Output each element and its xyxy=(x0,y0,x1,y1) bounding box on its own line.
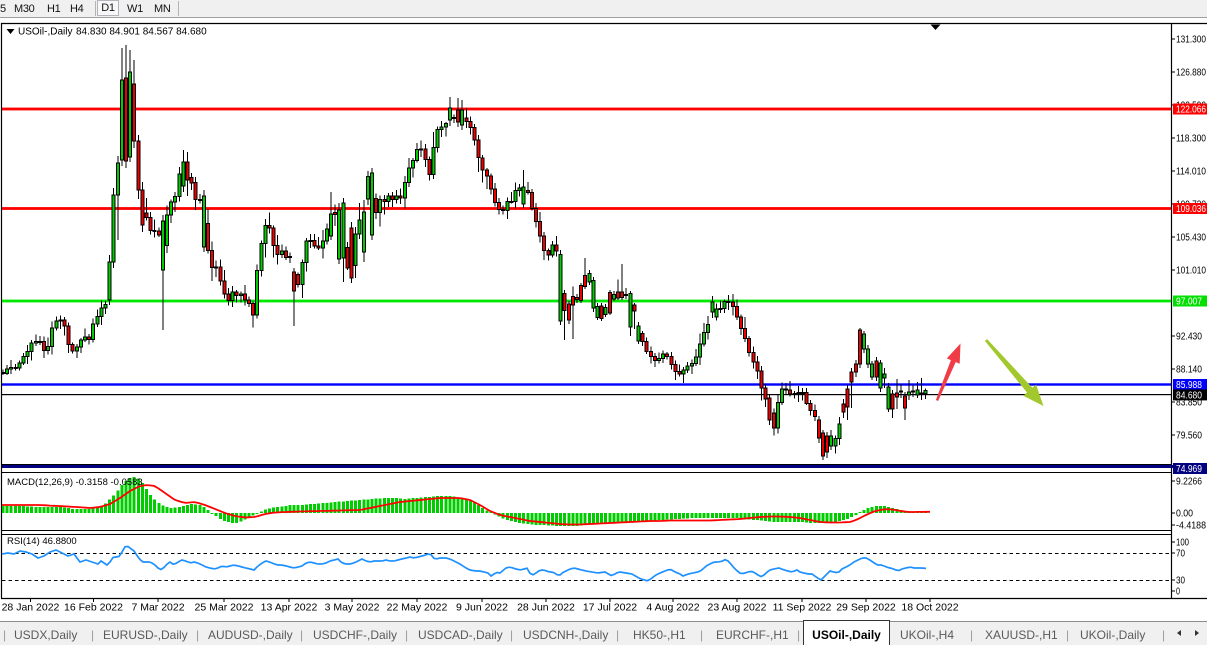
svg-text:84.680: 84.680 xyxy=(1176,391,1202,402)
svg-text:18 Oct 2022: 18 Oct 2022 xyxy=(901,602,958,614)
svg-text:83.850: 83.850 xyxy=(1176,398,1202,409)
svg-text:70: 70 xyxy=(1176,549,1185,560)
svg-text:13 Apr 2022: 13 Apr 2022 xyxy=(261,602,318,614)
svg-text:28 Jun 2022: 28 Jun 2022 xyxy=(517,602,575,614)
svg-text:101.010: 101.010 xyxy=(1176,266,1206,277)
svg-text:85.988: 85.988 xyxy=(1176,380,1202,391)
svg-text:118.300: 118.300 xyxy=(1176,134,1206,145)
svg-text:74.969: 74.969 xyxy=(1176,464,1202,475)
svg-text:22 May 2022: 22 May 2022 xyxy=(387,602,448,614)
svg-text:9 Jun 2022: 9 Jun 2022 xyxy=(456,602,508,614)
svg-text:79.560: 79.560 xyxy=(1176,431,1202,442)
svg-text:126.880: 126.880 xyxy=(1176,68,1206,79)
svg-text:MACD(12,26,9) -0.3158 -0.0583: MACD(12,26,9) -0.3158 -0.0583 xyxy=(7,477,143,488)
svg-text:29 Sep 2022: 29 Sep 2022 xyxy=(836,602,896,614)
svg-text:USOil-,Daily: USOil-,Daily xyxy=(18,27,72,38)
svg-text:0: 0 xyxy=(1176,587,1180,598)
svg-text:0.00: 0.00 xyxy=(1176,509,1193,520)
svg-text:131.300: 131.300 xyxy=(1176,35,1206,46)
svg-text:84.830 84.901 84.567 84.680: 84.830 84.901 84.567 84.680 xyxy=(76,27,207,38)
svg-text:28 Jan 2022: 28 Jan 2022 xyxy=(2,602,60,614)
svg-text:88.140: 88.140 xyxy=(1176,365,1202,376)
svg-text:4 Aug 2022: 4 Aug 2022 xyxy=(646,602,699,614)
svg-text:30: 30 xyxy=(1176,576,1185,587)
svg-text:92.430: 92.430 xyxy=(1176,332,1202,343)
svg-text:7 Mar 2022: 7 Mar 2022 xyxy=(131,602,184,614)
svg-text:97.007: 97.007 xyxy=(1176,297,1202,308)
svg-text:11 Sep 2022: 11 Sep 2022 xyxy=(773,602,832,614)
svg-text:25 Mar 2022: 25 Mar 2022 xyxy=(195,602,254,614)
svg-text:-4.4188: -4.4188 xyxy=(1176,521,1206,532)
svg-text:122.066: 122.066 xyxy=(1176,105,1206,116)
svg-text:9.2266: 9.2266 xyxy=(1176,477,1202,488)
svg-text:105.430: 105.430 xyxy=(1176,233,1206,244)
svg-text:3 May 2022: 3 May 2022 xyxy=(325,602,380,614)
svg-text:109.036: 109.036 xyxy=(1176,204,1206,215)
svg-text:16 Feb 2022: 16 Feb 2022 xyxy=(64,602,123,614)
svg-text:23 Aug 2022: 23 Aug 2022 xyxy=(708,602,767,614)
svg-text:RSI(14) 46.8800: RSI(14) 46.8800 xyxy=(7,536,77,547)
svg-text:114.010: 114.010 xyxy=(1176,167,1206,178)
svg-text:100: 100 xyxy=(1176,538,1189,549)
svg-text:17 Jul 2022: 17 Jul 2022 xyxy=(583,602,637,614)
